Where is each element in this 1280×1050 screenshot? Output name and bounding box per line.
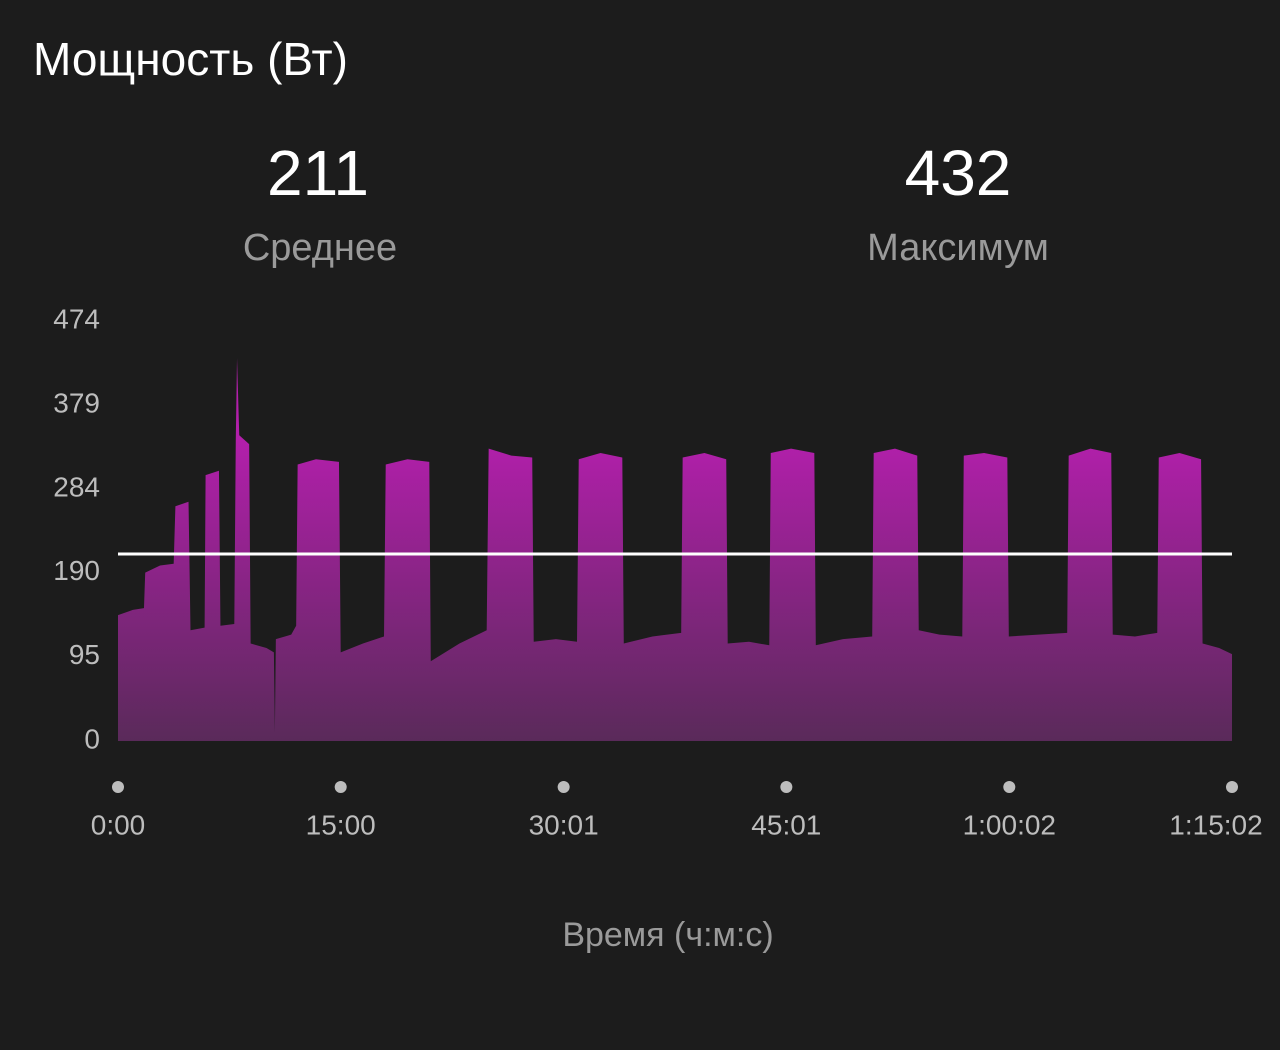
stat-label: Среднее [243,227,397,269]
x-tick-dot [1226,781,1238,793]
y-tick-label: 379 [53,388,100,419]
area [118,358,1232,741]
x-tick-label: 1:15:02 [1169,809,1262,840]
x-tick-label: 0:00 [91,809,146,840]
x-tick-dot [557,781,570,793]
stat-value: 211 [267,137,369,209]
y-tick-label: 474 [53,303,100,334]
stat-label: Максимум [867,227,1049,269]
x-tick-dot [780,781,793,793]
x-tick-dot [1003,781,1016,793]
y-tick-label: 284 [53,472,100,503]
y-tick-label: 95 [69,639,100,670]
x-tick-label: 15:00 [306,809,376,840]
x-tick-dot [334,781,347,793]
x-tick-label: 1:00:02 [963,809,1056,840]
x-tick-dot [112,781,124,793]
x-tick-label: 45:01 [751,809,821,840]
x-tick-label: 30:01 [529,809,599,840]
stat-value: 432 [905,137,1012,209]
chart-title: Мощность (Вт) [33,33,348,85]
y-tick-label: 190 [53,555,100,586]
x-axis-label: Время (ч:м:с) [562,916,773,954]
y-tick-label: 0 [84,723,100,754]
